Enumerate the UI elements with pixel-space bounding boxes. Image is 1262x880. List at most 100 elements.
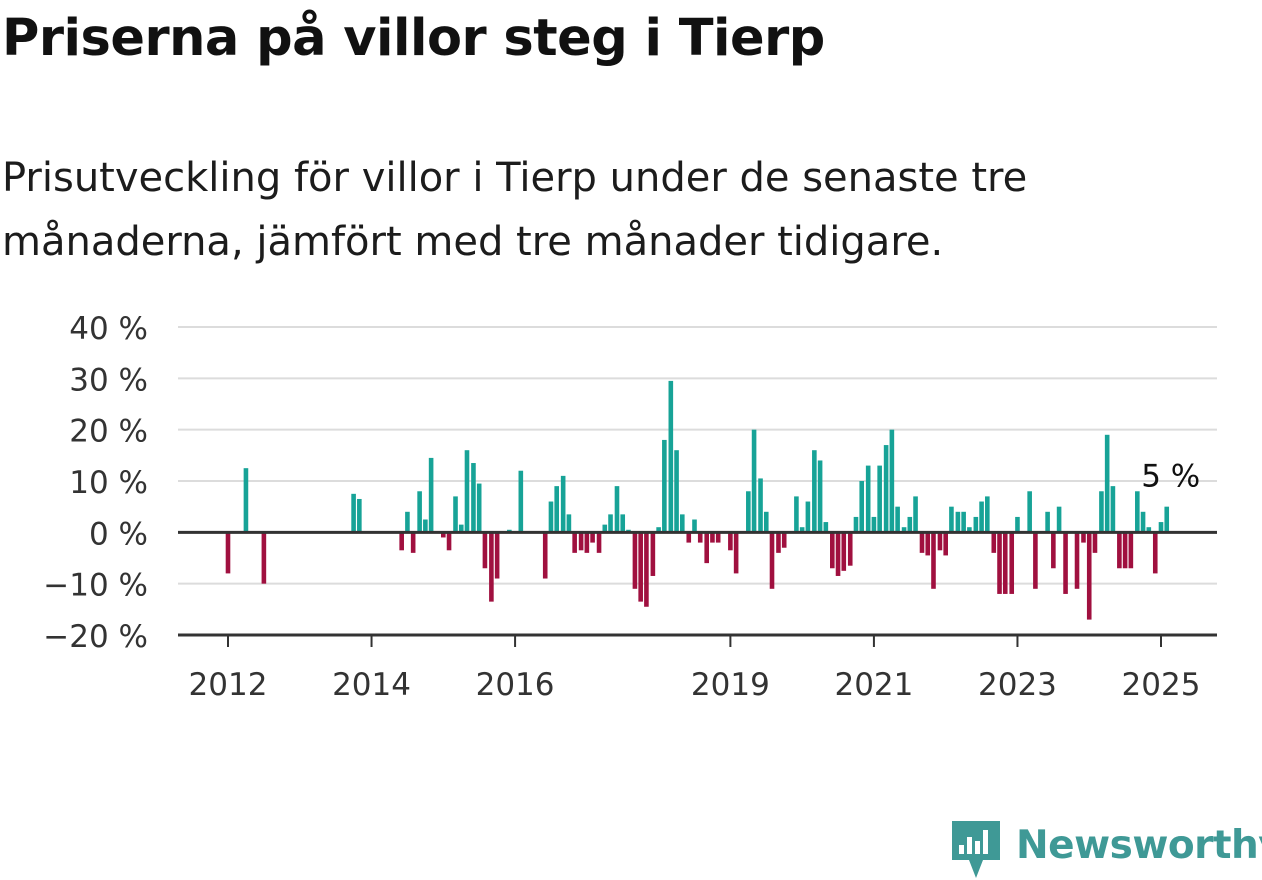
bar [817,460,823,533]
bar [769,532,775,589]
bar [967,527,972,533]
bar [961,511,966,533]
bar [937,532,943,551]
bar [464,450,470,533]
bar [1033,532,1038,589]
bar [668,380,674,533]
bar [697,532,703,543]
bar [602,524,608,533]
bar [913,496,918,533]
x-tick-label: 2025 [1122,667,1201,703]
bar [614,486,620,533]
bar [979,501,984,533]
bar [590,532,595,543]
y-tick-label: −10 % [43,568,148,604]
bar [710,532,715,543]
bar [1146,527,1152,533]
bar [1104,434,1110,533]
bar [985,496,990,533]
bar [578,532,584,551]
x-tick-label: 2019 [691,667,770,703]
bar [794,496,799,533]
bar [877,465,882,533]
bar [638,532,643,602]
bar [458,524,464,533]
bar [405,511,410,533]
bar [1152,532,1158,574]
bar [351,493,356,533]
bar [751,429,757,533]
bar [883,445,889,533]
bar [746,491,751,533]
bar [1135,491,1140,533]
bar [596,532,602,553]
bar [799,527,805,533]
y-tick-label: 20 % [69,414,148,450]
bar [650,532,656,576]
bar [686,532,692,543]
bar [1074,532,1080,589]
bar [859,481,865,533]
bar [482,532,488,569]
bar [692,519,697,533]
bar [1056,506,1062,533]
bar [410,532,416,553]
bar [261,532,267,584]
bar [895,506,900,533]
bar [1045,511,1050,533]
bar [1117,532,1122,569]
y-tick-label: 40 % [69,311,148,347]
bar [548,501,554,533]
grid-lines [178,326,1217,585]
bar [949,506,954,533]
bar [871,516,877,533]
bar [566,514,572,533]
bar [417,491,422,533]
bar [728,532,733,551]
bar [471,463,476,533]
bar [572,532,577,553]
x-tick-label: 2021 [834,667,913,703]
bar [494,532,500,579]
x-tick-label: 2012 [189,667,268,703]
bar [644,532,649,607]
bar [518,470,524,533]
x-tick-label: 2023 [978,667,1057,703]
bar [907,516,913,533]
bar [357,498,362,533]
bar [1015,516,1020,533]
bar [656,527,661,533]
bar [758,478,763,533]
bar [865,465,871,533]
bar [1051,532,1056,569]
bar [805,501,811,533]
bar [441,532,446,538]
bar [560,475,566,533]
bar [1140,511,1146,533]
bar-chart: 40 %30 %20 %10 %0 %−10 %−20 % 2012 2014 20… [43,311,1217,703]
x-tick-label: 2014 [332,667,411,703]
bar [925,532,931,556]
bar [830,532,835,569]
y-tick-label: 10 % [69,465,148,501]
bar [1063,532,1068,594]
newsworthy-logo-icon [952,821,1000,878]
y-tick-label: −20 % [43,619,148,655]
bar [243,468,249,533]
bar [919,532,925,553]
bar [1009,532,1015,594]
bar [584,532,590,553]
bar [674,450,679,533]
y-axis-labels: 40 % 30 % 20 % 10 % 0 % −10 % −20 % [43,311,148,655]
bar [1027,491,1032,533]
bar [955,511,961,533]
bar [453,496,458,533]
bar [423,519,428,533]
bar [608,514,613,533]
bar [1128,532,1134,569]
bar [704,532,709,564]
bar [554,486,559,533]
bar [715,532,721,543]
chart-title: Priserna på villor steg i Tierp [2,9,825,68]
bar [733,532,739,574]
